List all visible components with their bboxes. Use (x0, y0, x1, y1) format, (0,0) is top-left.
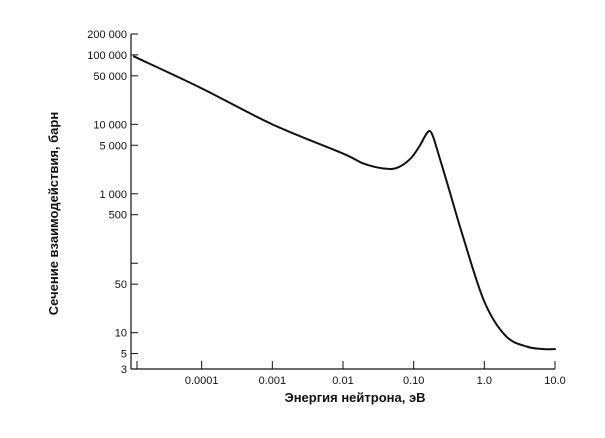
x-tick-label: 0.001 (259, 375, 287, 387)
x-tick-label: 0.10 (403, 375, 424, 387)
x-tick-label: 1.0 (477, 375, 492, 387)
x-tick-label: 10.0 (544, 375, 565, 387)
y-tick-label: 50 (115, 279, 127, 291)
x-axis-title: Энергия нейтрона, эВ (284, 390, 425, 405)
x-tick-label: 0.01 (332, 375, 353, 387)
y-tick-label: 100 000 (87, 50, 127, 62)
y-tick-label: 10 000 (93, 119, 127, 131)
y-tick-label: 5 (121, 349, 127, 361)
x-axis-ticks: 0.0001 0.001 0.01 0.10 1.0 10.0 (136, 361, 566, 387)
cross-section-curve (132, 55, 556, 351)
y-tick-label: 50 000 (93, 71, 127, 83)
y-tick-label: 1 000 (99, 189, 127, 201)
x-tick-label: 0.0001 (185, 375, 219, 387)
y-tick-label: 3 (121, 364, 127, 376)
y-tick-label: 5 000 (99, 140, 127, 152)
y-tick-label: 500 (109, 210, 127, 222)
y-tick-label: 10 (115, 328, 127, 340)
y-axis-title: Сечение взаимодействия, барн (46, 112, 61, 315)
y-tick-label: 200 000 (87, 29, 127, 41)
series-group (132, 55, 556, 351)
y-axis-ticks: 200 000 100 000 50 000 10 000 5 000 1 000 500 5… (87, 29, 138, 376)
